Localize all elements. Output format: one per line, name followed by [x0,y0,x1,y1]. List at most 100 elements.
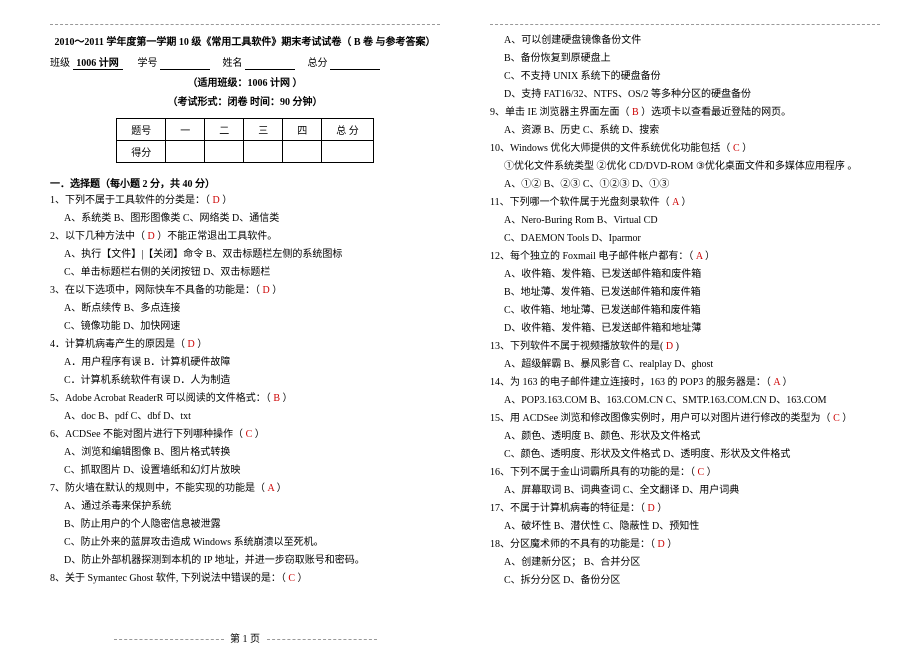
q1-opts: A、系统类 B、图形图像类 C、网络类 D、通信类 [64,211,440,226]
class-label: 班级 [50,58,70,69]
exam-form-line: （考试形式：闭卷 时间：90 分钟） [50,93,440,108]
q16-ans: C [698,467,705,478]
q14-ans: A [773,377,780,388]
q11-ans: A [672,197,679,208]
exam-title: 2010～2011 学年度第一学期 10 级《常用工具软件》期末考试试卷（ B … [50,33,440,48]
right-column: A、可以创建硬盘镜像备份文件 B、备份恢复到原硬盘上 C、不支持 UNIX 系统… [460,0,920,651]
total-label: 总分 [308,58,328,69]
score-header-row: 题号 一 二 三 四 总 分 [117,119,374,141]
score-table: 题号 一 二 三 四 总 分 得分 [116,118,374,163]
q14: 14、为 163 的电子邮件建立连接时，163 的 POP3 的服务器是：（ A… [490,375,880,390]
q4-optB: C．计算机系统软件有误 D．人为制造 [64,373,440,388]
q13-stem: 13、下列软件不属于视频播放软件的是( [490,341,663,352]
meta-line-1: 班级 1006 计网 学号 姓名 总分 [50,54,440,70]
q17-opts: A、破坏性 B、潜伏性 C、隐蔽性 D、预知性 [504,519,880,534]
th-3: 三 [244,119,283,141]
q2-tail: ）不能正常退出工具软件。 [157,231,277,242]
q15: 15、用 ACDSee 浏览和修改图像实例时，用户可以对图片进行修改的类型为（ … [490,411,880,426]
q18: 18、分区魔术师的不具有的功能是：（ D ） [490,537,880,552]
q17-tail: ） [657,503,667,514]
q7: 7、防火墙在默认的规则中，不能实现的功能是（ A ） [50,481,440,496]
q1-tail: ） [222,195,232,206]
q4-optA: A．用户程序有误 B．计算机硬件故障 [64,355,440,370]
q9-ans: B [632,107,639,118]
q10: 10、Windows 优化大师提供的文件系统优化功能包括（ C ） [490,141,880,156]
q18-optA: A、创建新分区； B、合并分区 [504,555,880,570]
q12-c: C、收件箱、地址薄、已发送邮件箱和废件箱 [504,303,880,318]
q3-ans: D [263,285,270,296]
q3-optA: A、断点续传 B、多点连接 [64,301,440,316]
q12-a: A、收件箱、发件箱、已发送邮件箱和废件箱 [504,267,880,282]
q17: 17、不属于计算机病毒的特征是：（ D ） [490,501,880,516]
q7-optD: D、防止外部机器探测到本机的 IP 地址，并进一步窃取账号和密码。 [64,553,440,568]
q11: 11、下列哪一个软件属于光盘刻录软件（ A ） [490,195,880,210]
q10-line: ①优化文件系统类型 ②优化 CD/DVD-ROM ③优化桌面文件和多媒体应用程序… [504,159,880,174]
q8: 8、关于 Symantec Ghost 软件, 下列说法中错误的是：（ C ） [50,571,440,586]
q5-ans: B [273,393,280,404]
q10-stem: 10、Windows 优化大师提供的文件系统优化功能包括（ [490,143,730,154]
sid-label: 学号 [138,58,158,69]
footer-dash-left [114,639,224,640]
cell-5 [322,141,374,163]
cell-3 [244,141,283,163]
q6: 6、ACDSee 不能对图片进行下列哪种操作（ C ） [50,427,440,442]
q3-optB: C、镜像功能 D、加快网速 [64,319,440,334]
q8-opt-c: C、不支持 UNIX 系统下的硬盘备份 [504,69,880,84]
left-column: 2010～2011 学年度第一学期 10 级《常用工具软件》期末考试试卷（ B … [0,0,460,651]
q15-optB: C、颜色、透明度、形状及文件格式 D、透明度、形状及文件格式 [504,447,880,462]
q12-stem: 12、每个独立的 Foxmail 电子邮件帐户都有：（ [490,251,693,262]
q18-optB: C、拆分分区 D、备份分区 [504,573,880,588]
q15-stem: 15、用 ACDSee 浏览和修改图像实例时，用户可以对图片进行修改的类型为（ [490,413,831,424]
q11-optA: A、Nero-Buring Rom B、Virtual CD [504,213,880,228]
q8-tail: ） [298,573,308,584]
q13-tail: ) [676,341,679,352]
q2-optB: C、单击标题栏右侧的关闭按钮 D、双击标题栏 [64,265,440,280]
q11-stem: 11、下列哪一个软件属于光盘刻录软件（ [490,197,670,208]
sid-value [160,58,210,70]
q14-tail: ） [783,377,793,388]
q4: 4．计算机病毒产生的原因是（ D ） [50,337,440,352]
q12: 12、每个独立的 Foxmail 电子邮件帐户都有：（ A ） [490,249,880,264]
q9-opts: A、资源 B、历史 C、系统 D、搜索 [504,123,880,138]
th-4: 四 [283,119,322,141]
q15-ans: C [833,413,840,424]
q14-opts: A、POP3.163.COM B、163.COM.CN C、SMTP.163.C… [504,393,880,408]
page-number: 第 1 页 [230,634,260,645]
q16: 16、下列不属于金山词霸所具有的功能的是：（ C ） [490,465,880,480]
q10-opts: A、①② B、②③ C、①②③ D、①③ [504,177,880,192]
q9-tail: ）选项卡以查看最近登陆的网页。 [641,107,791,118]
q16-tail: ） [707,467,717,478]
q14-stem: 14、为 163 的电子邮件建立连接时，163 的 POP3 的服务器是：（ [490,377,771,388]
q4-tail: ） [197,339,207,350]
q2-ans: D [148,231,155,242]
applicable-line: （适用班级：1006 计网 ） [50,74,440,89]
th-2: 二 [205,119,244,141]
q3-tail: ） [272,285,282,296]
th-0: 题号 [117,119,166,141]
cell-1 [166,141,205,163]
q7-optB: B、防止用户的个人隐密信息被泄露 [64,517,440,532]
q13-ans: D [666,341,673,352]
q18-tail: ） [667,539,677,550]
q2: 2、以下几种方法中（ D ）不能正常退出工具软件。 [50,229,440,244]
q15-tail: ） [842,413,852,424]
q8-opt-b: B、备份恢复到原硬盘上 [504,51,880,66]
q17-ans: D [648,503,655,514]
page-footer: 第 1 页 [50,630,440,645]
footer-dash-right [267,639,377,640]
q7-ans: A [268,483,275,494]
q6-optA: A、浏览和编辑图像 B、图片格式转换 [64,445,440,460]
q7-optC: C、防止外来的蓝屏攻击造成 Windows 系统崩溃以至死机。 [64,535,440,550]
top-dashed-line-right [490,24,880,25]
q5-opts: A、doc B、pdf C、dbf D、txt [64,409,440,424]
q12-ans: A [696,251,703,262]
q6-optB: C、抓取图片 D、设置墙纸和幻灯片放映 [64,463,440,478]
q16-opts: A、屏幕取词 B、词典查词 C、全文翻译 D、用户词典 [504,483,880,498]
q15-optA: A、颜色、透明度 B、颜色、形状及文件格式 [504,429,880,444]
cell-2 [205,141,244,163]
q1-ans: D [213,195,220,206]
q12-tail: ） [705,251,715,262]
row-label: 得分 [117,141,166,163]
q8-stem: 8、关于 Symantec Ghost 软件, 下列说法中错误的是：（ [50,573,286,584]
section-1-head: 一．选择题（每小题 2 分，共 40 分） [50,175,440,190]
